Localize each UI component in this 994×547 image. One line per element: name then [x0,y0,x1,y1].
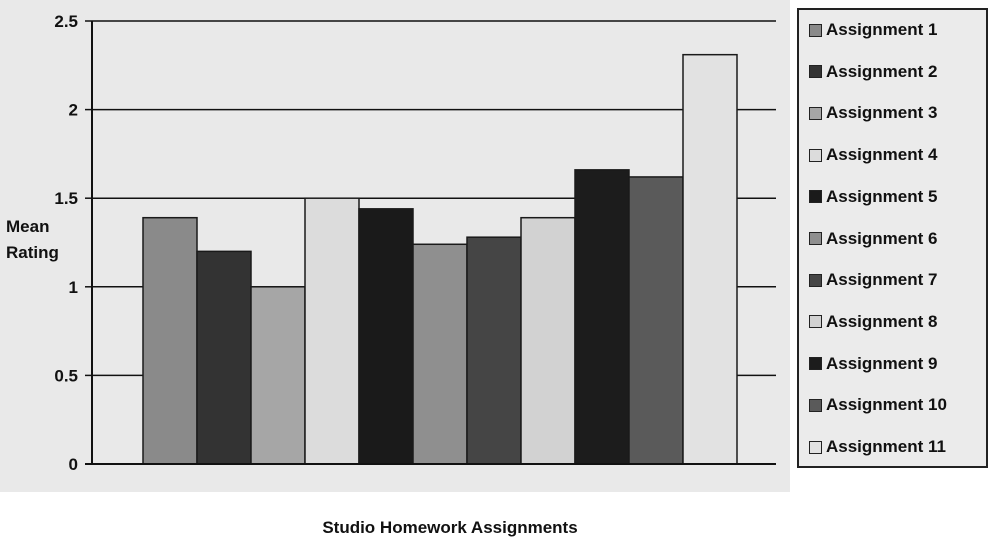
y-tick-label: 1 [69,278,78,297]
legend-swatch [809,148,822,162]
x-axis-label: Studio Homework Assignments [322,518,578,537]
legend-label: Assignment 1 [826,20,938,39]
legend-swatch [809,106,822,120]
bars [142,53,738,465]
legend-swatch [809,398,822,412]
legend-item: Assignment 6 [809,229,937,249]
bar-9 [574,169,630,465]
legend-label: Assignment 8 [826,311,938,331]
legend-item: Assignment 5 [809,187,937,207]
bar-4 [304,197,360,465]
legend-item: Assignment 11 [809,437,946,457]
legend-label: Assignment 4 [826,145,938,165]
legend-label: Assignment 3 [826,103,938,123]
y-tick-label: 1.5 [54,189,78,208]
legend-item: Assignment 7 [809,270,937,290]
bar-1 [142,216,198,465]
bar-11 [682,53,738,465]
y-axis-label-line-1: Mean [6,217,50,236]
bar-2 [196,250,252,465]
legend-item: Assignment 1 [809,20,937,40]
y-tick-label: 0 [69,455,78,474]
legend-label: Assignment 9 [826,353,938,373]
legend-swatch [809,440,822,454]
legend-label: Assignment 6 [826,228,938,248]
y-tick-label: 0.5 [54,366,78,385]
bar-6 [412,243,468,465]
bar-7 [466,236,522,465]
bar-8 [520,216,576,465]
legend-item: Assignment 8 [809,312,937,332]
bar-10 [628,176,684,465]
y-axis-label: Mean Rating [6,214,76,266]
legend-swatch [809,190,822,204]
legend-item: Assignment 3 [809,103,937,123]
y-axis-label-line-2: Rating [6,243,59,262]
legend-item: Assignment 9 [809,354,937,374]
legend-swatch [809,232,822,245]
legend-swatch [809,273,822,287]
bar-3 [250,286,306,465]
legend-item: Assignment 4 [809,145,937,165]
legend: Assignment 1 Assignment 2 Assignment 3 Assi… [797,8,988,468]
legend-item: Assignment 10 [809,395,947,415]
legend-swatch [809,315,822,329]
y-tick-label: 2.5 [54,12,78,31]
legend-label: Assignment 2 [826,61,938,81]
legend-swatch [809,65,822,79]
y-tick-label: 2 [69,101,78,120]
axes: 0 0.5 1 1.5 2 2.5 [54,12,776,474]
legend-swatch [809,23,822,37]
legend-swatch [809,357,822,371]
legend-label: Assignment 10 [826,395,947,415]
legend-label: Assignment 5 [826,186,938,206]
legend-item: Assignment 2 [809,62,937,82]
legend-label: Assignment 11 [826,437,946,456]
bar-5 [358,208,414,465]
legend-label: Assignment 7 [826,270,938,290]
